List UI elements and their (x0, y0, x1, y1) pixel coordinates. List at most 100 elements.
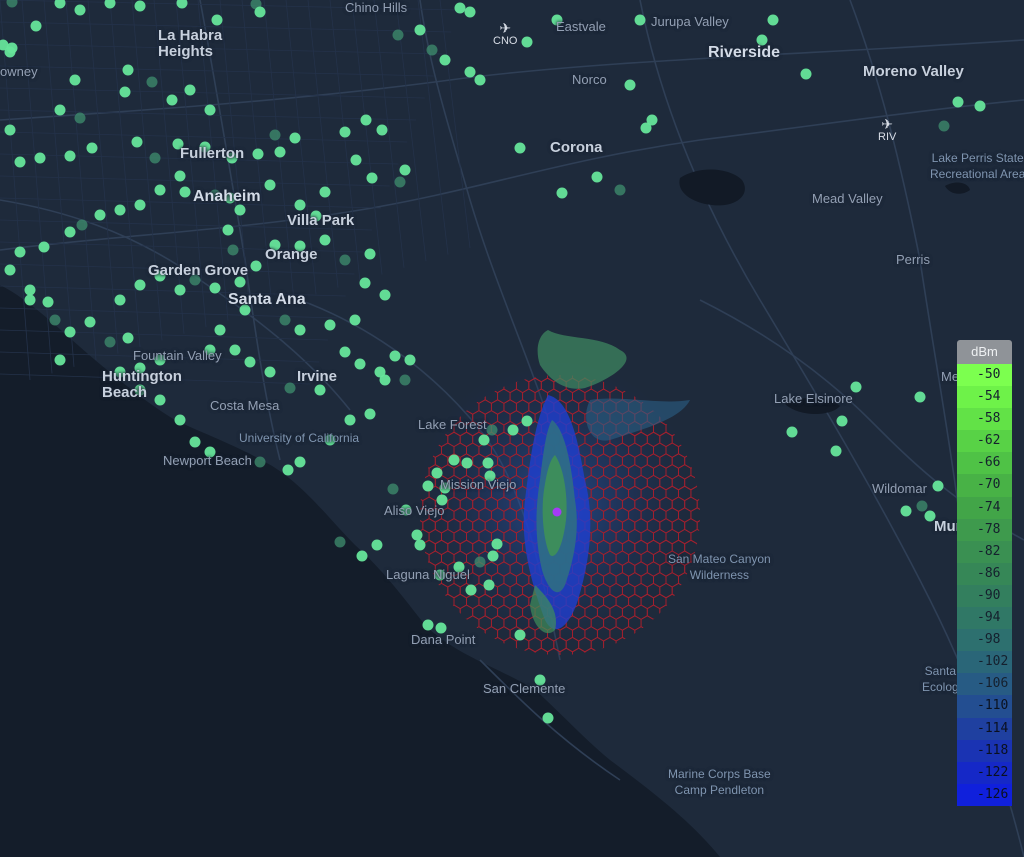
site-marker[interactable] (174, 414, 186, 426)
site-marker[interactable] (134, 279, 146, 291)
site-marker[interactable] (344, 414, 356, 426)
site-marker[interactable] (439, 482, 451, 494)
site-marker[interactable] (319, 234, 331, 246)
site-marker[interactable] (269, 239, 281, 251)
site-marker[interactable] (122, 332, 134, 344)
site-marker[interactable] (339, 254, 351, 266)
site-marker[interactable] (339, 346, 351, 358)
site-marker[interactable] (400, 504, 412, 516)
site-marker[interactable] (279, 314, 291, 326)
site-marker[interactable] (64, 226, 76, 238)
site-marker[interactable] (389, 350, 401, 362)
site-marker[interactable] (916, 500, 928, 512)
site-marker[interactable] (204, 344, 216, 356)
site-marker[interactable] (334, 536, 346, 548)
site-marker[interactable] (359, 277, 371, 289)
site-marker[interactable] (134, 0, 146, 12)
site-marker[interactable] (24, 284, 36, 296)
site-marker[interactable] (244, 356, 256, 368)
site-marker[interactable] (364, 248, 376, 260)
site-marker[interactable] (924, 510, 936, 522)
site-marker[interactable] (349, 314, 361, 326)
site-marker[interactable] (154, 354, 166, 366)
site-marker[interactable] (174, 170, 186, 182)
site-marker[interactable] (166, 94, 178, 106)
site-marker[interactable] (269, 129, 281, 141)
site-marker[interactable] (436, 494, 448, 506)
site-marker[interactable] (204, 446, 216, 458)
site-marker[interactable] (42, 296, 54, 308)
site-marker[interactable] (461, 457, 473, 469)
site-marker[interactable] (34, 152, 46, 164)
site-marker[interactable] (364, 408, 376, 420)
site-marker[interactable] (310, 210, 322, 222)
site-marker[interactable] (514, 629, 526, 641)
site-marker[interactable] (339, 126, 351, 138)
site-marker[interactable] (189, 436, 201, 448)
site-marker[interactable] (422, 619, 434, 631)
site-marker[interactable] (122, 64, 134, 76)
site-marker[interactable] (294, 240, 306, 252)
site-marker[interactable] (439, 54, 451, 66)
site-marker[interactable] (4, 46, 16, 58)
site-marker[interactable] (952, 96, 964, 108)
site-marker[interactable] (932, 480, 944, 492)
site-marker[interactable] (399, 374, 411, 386)
site-marker[interactable] (154, 270, 166, 282)
site-marker[interactable] (209, 282, 221, 294)
site-marker[interactable] (624, 79, 636, 91)
site-marker[interactable] (289, 132, 301, 144)
site-marker[interactable] (634, 14, 646, 26)
site-marker[interactable] (284, 382, 296, 394)
site-marker[interactable] (434, 569, 446, 581)
site-marker[interactable] (487, 550, 499, 562)
site-marker[interactable] (366, 172, 378, 184)
site-marker[interactable] (104, 0, 116, 9)
site-marker[interactable] (86, 142, 98, 154)
site-marker[interactable] (239, 304, 251, 316)
site-marker[interactable] (4, 124, 16, 136)
site-marker[interactable] (914, 391, 926, 403)
site-marker[interactable] (474, 556, 486, 568)
site-marker[interactable] (453, 561, 465, 573)
site-marker[interactable] (146, 76, 158, 88)
site-marker[interactable] (54, 0, 66, 9)
site-marker[interactable] (756, 34, 768, 46)
site-marker[interactable] (189, 274, 201, 286)
site-marker[interactable] (179, 186, 191, 198)
site-marker[interactable] (507, 424, 519, 436)
site-marker[interactable] (324, 319, 336, 331)
site-marker[interactable] (252, 148, 264, 160)
site-marker[interactable] (521, 415, 533, 427)
site-marker[interactable] (591, 171, 603, 183)
site-marker[interactable] (422, 480, 434, 492)
site-marker[interactable] (482, 457, 494, 469)
site-marker[interactable] (294, 456, 306, 468)
site-marker[interactable] (134, 199, 146, 211)
site-marker[interactable] (371, 539, 383, 551)
site-marker[interactable] (399, 164, 411, 176)
site-marker[interactable] (54, 104, 66, 116)
site-marker[interactable] (314, 384, 326, 396)
site-marker[interactable] (226, 152, 238, 164)
site-marker[interactable] (154, 184, 166, 196)
site-marker[interactable] (254, 6, 266, 18)
site-marker[interactable] (387, 483, 399, 495)
site-marker[interactable] (483, 579, 495, 591)
site-marker[interactable] (356, 550, 368, 562)
site-marker[interactable] (360, 114, 372, 126)
site-marker[interactable] (414, 24, 426, 36)
site-marker[interactable] (38, 241, 50, 253)
site-marker[interactable] (184, 84, 196, 96)
site-marker[interactable] (800, 68, 812, 80)
site-marker[interactable] (64, 150, 76, 162)
site-marker[interactable] (174, 284, 186, 296)
site-marker[interactable] (319, 186, 331, 198)
site-marker[interactable] (551, 14, 563, 26)
site-marker[interactable] (199, 141, 211, 153)
site-marker[interactable] (94, 209, 106, 221)
site-marker[interactable] (521, 36, 533, 48)
site-marker[interactable] (54, 354, 66, 366)
site-marker[interactable] (134, 384, 146, 396)
